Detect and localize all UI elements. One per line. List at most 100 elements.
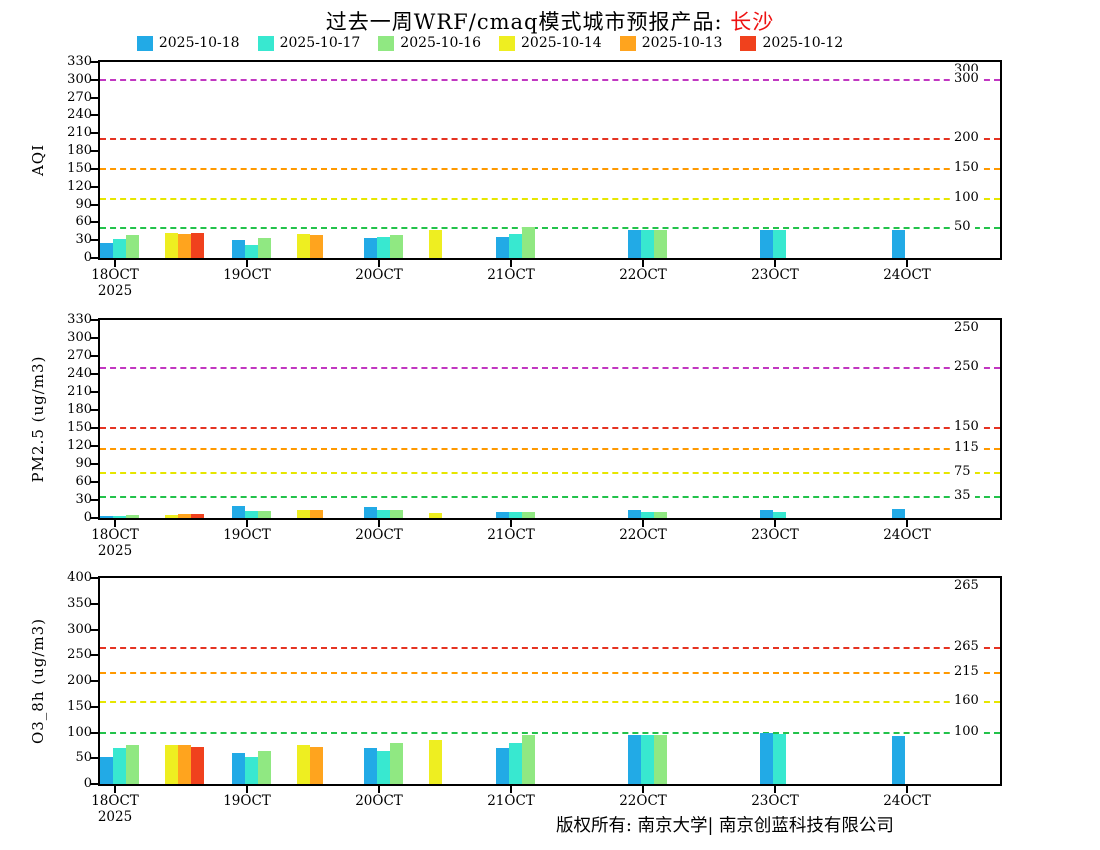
x-tick-mark: [906, 260, 908, 267]
x-tick-mark: [246, 260, 248, 267]
y-tick-mark: [90, 654, 98, 657]
aqi-y-tick-label: 210: [67, 125, 92, 141]
aqi-threshold-label-50: 50: [950, 219, 975, 235]
pm25-y-tick-label: 210: [67, 384, 92, 399]
y-tick-mark: [90, 481, 98, 483]
bar-o3-8h-19OCT-run-2025-10-18: [232, 753, 245, 784]
o3-8h-threshold-label-100: 100: [950, 723, 983, 739]
o3-8h-y-tick-label: 200: [67, 673, 92, 688]
aqi-x-tick-label: 20OCT: [355, 267, 403, 283]
legend-item-2025-10-12: 2025-10-12: [740, 35, 843, 51]
pm25-y-tick-label: 150: [67, 420, 92, 435]
o3-8h-y-tick-label: 50: [75, 750, 92, 766]
y-tick-mark: [90, 499, 98, 501]
aqi-x-tick-label: 19OCT: [223, 267, 271, 283]
bar-pm25-18OCT-run-2025-10-12: [191, 513, 204, 518]
bar-pm25-21OCT-run-2025-10-16: [522, 512, 535, 518]
aqi-threshold-label-100: 100: [950, 189, 983, 205]
bar-aqi-18OCT-run-2025-10-13: [178, 234, 191, 258]
pm25-x-tick-label: 22OCT: [619, 527, 667, 543]
pm25-y-tick-label: 0: [83, 510, 92, 525]
bar-pm25-23OCT-run-2025-10-18: [760, 509, 773, 518]
bar-o3-8h-19OCT-run-2025-10-14: [297, 745, 310, 784]
legend-label: 2025-10-12: [762, 35, 844, 51]
bar-pm25-20OCT-run-2025-10-16: [390, 510, 403, 518]
x-tick-mark: [642, 520, 644, 527]
o3-8h-threshold-line-215: [100, 672, 1000, 675]
pm25-threshold-line-250: [100, 367, 1000, 369]
o3-8h-x-tick-label: 23OCT: [751, 793, 799, 809]
x-tick-mark: [378, 786, 380, 793]
bar-aqi-20OCT-run-2025-10-17: [377, 236, 390, 258]
legend-label: 2025-10-18: [158, 35, 240, 51]
aqi-y-tick-label: 60: [75, 214, 92, 230]
bar-aqi-19OCT-run-2025-10-13: [310, 235, 323, 258]
pm25-threshold-label-250: 250: [950, 359, 983, 374]
y-tick-mark: [90, 96, 98, 99]
bar-pm25-19OCT-run-2025-10-17: [245, 510, 258, 518]
x-tick-mark: [114, 520, 116, 527]
legend-swatch-icon: [499, 35, 515, 51]
bar-pm25-19OCT-run-2025-10-13: [310, 509, 323, 518]
pm25-threshold-label-35: 35: [950, 488, 975, 503]
pm25-threshold-label-250: 250: [950, 320, 983, 335]
bar-aqi-18OCT-run-2025-10-18: [100, 243, 113, 258]
aqi-threshold-label-150: 150: [950, 159, 983, 175]
y-tick-mark: [90, 373, 98, 375]
bar-o3-8h-21OCT-run-2025-10-16: [522, 735, 535, 784]
legend-swatch-icon: [257, 35, 274, 51]
y-tick-mark: [90, 757, 98, 760]
pm25-y-tick-label: 60: [75, 474, 92, 489]
y-tick-mark: [90, 319, 98, 321]
x-tick-mark: [114, 260, 116, 267]
bar-o3-8h-20OCT-run-2025-10-17: [377, 750, 390, 784]
bar-aqi-22OCT-run-2025-10-16: [654, 229, 667, 258]
y-tick-mark: [90, 577, 98, 579]
y-tick-mark: [90, 132, 98, 135]
bar-aqi-24OCT-run-2025-10-18: [892, 229, 905, 258]
aqi-x-tick-label: 24OCT: [883, 267, 931, 283]
bar-o3-8h-21OCT-run-2025-10-17: [509, 742, 522, 784]
x-tick-mark: [510, 260, 512, 267]
aqi-plot-area: 5010015020030050100150200300: [98, 60, 1002, 260]
x-tick-mark: [642, 786, 644, 793]
bar-pm25-20OCT-run-2025-10-18: [364, 507, 377, 518]
o3-8h-threshold-label-160: 160: [950, 692, 983, 708]
bar-aqi-19OCT-run-2025-10-16: [258, 238, 271, 258]
bar-o3-8h-18OCT-run-2025-10-18: [100, 757, 113, 784]
y-tick-mark: [90, 150, 98, 153]
bar-pm25-21OCT-run-2025-10-17: [509, 512, 522, 518]
o3-8h-y-tick-label: 0: [83, 776, 92, 791]
bar-o3-8h-19OCT-run-2025-10-13: [310, 746, 323, 784]
aqi-threshold-line-150: [100, 167, 1000, 170]
o3-8h-y-tick-label: 250: [67, 647, 92, 663]
bar-o3-8h-22OCT-run-2025-10-16: [654, 735, 667, 784]
aqi-threshold-label-200: 200: [950, 130, 983, 146]
pm25-y-tick-label: 30: [75, 492, 92, 507]
bar-o3-8h-18OCT-run-2025-10-16: [126, 745, 139, 784]
x-tick-mark: [774, 260, 776, 267]
y-tick-mark: [90, 61, 98, 63]
y-tick-mark: [90, 355, 98, 357]
bar-pm25-19OCT-run-2025-10-16: [258, 510, 271, 518]
o3-8h-threshold-label-265: 265: [950, 578, 983, 593]
bar-aqi-20OCT-run-2025-10-14: [429, 230, 442, 258]
bar-pm25-21OCT-run-2025-10-18: [496, 512, 509, 518]
bar-o3-8h-23OCT-run-2025-10-17: [773, 734, 786, 784]
x-tick-mark: [510, 520, 512, 527]
pm25-axis-title: PM2.5 (ug/m3): [29, 355, 47, 483]
bar-aqi-19OCT-run-2025-10-14: [297, 234, 310, 258]
bar-aqi-18OCT-run-2025-10-16: [126, 235, 139, 258]
bar-pm25-22OCT-run-2025-10-17: [641, 512, 654, 518]
y-tick-mark: [90, 78, 98, 81]
bar-aqi-22OCT-run-2025-10-18: [628, 229, 641, 258]
bar-aqi-20OCT-run-2025-10-18: [364, 238, 377, 258]
legend-item-2025-10-18: 2025-10-18: [136, 35, 240, 51]
x-tick-mark: [378, 520, 380, 527]
pm25-threshold-line-35: [100, 496, 1000, 498]
legend-item-2025-10-14: 2025-10-14: [499, 35, 602, 51]
y-tick-mark: [90, 391, 98, 393]
pm25-x-tick-label: 23OCT: [751, 527, 799, 543]
bar-pm25-18OCT-run-2025-10-13: [178, 513, 191, 518]
legend-label: 2025-10-17: [279, 35, 361, 51]
